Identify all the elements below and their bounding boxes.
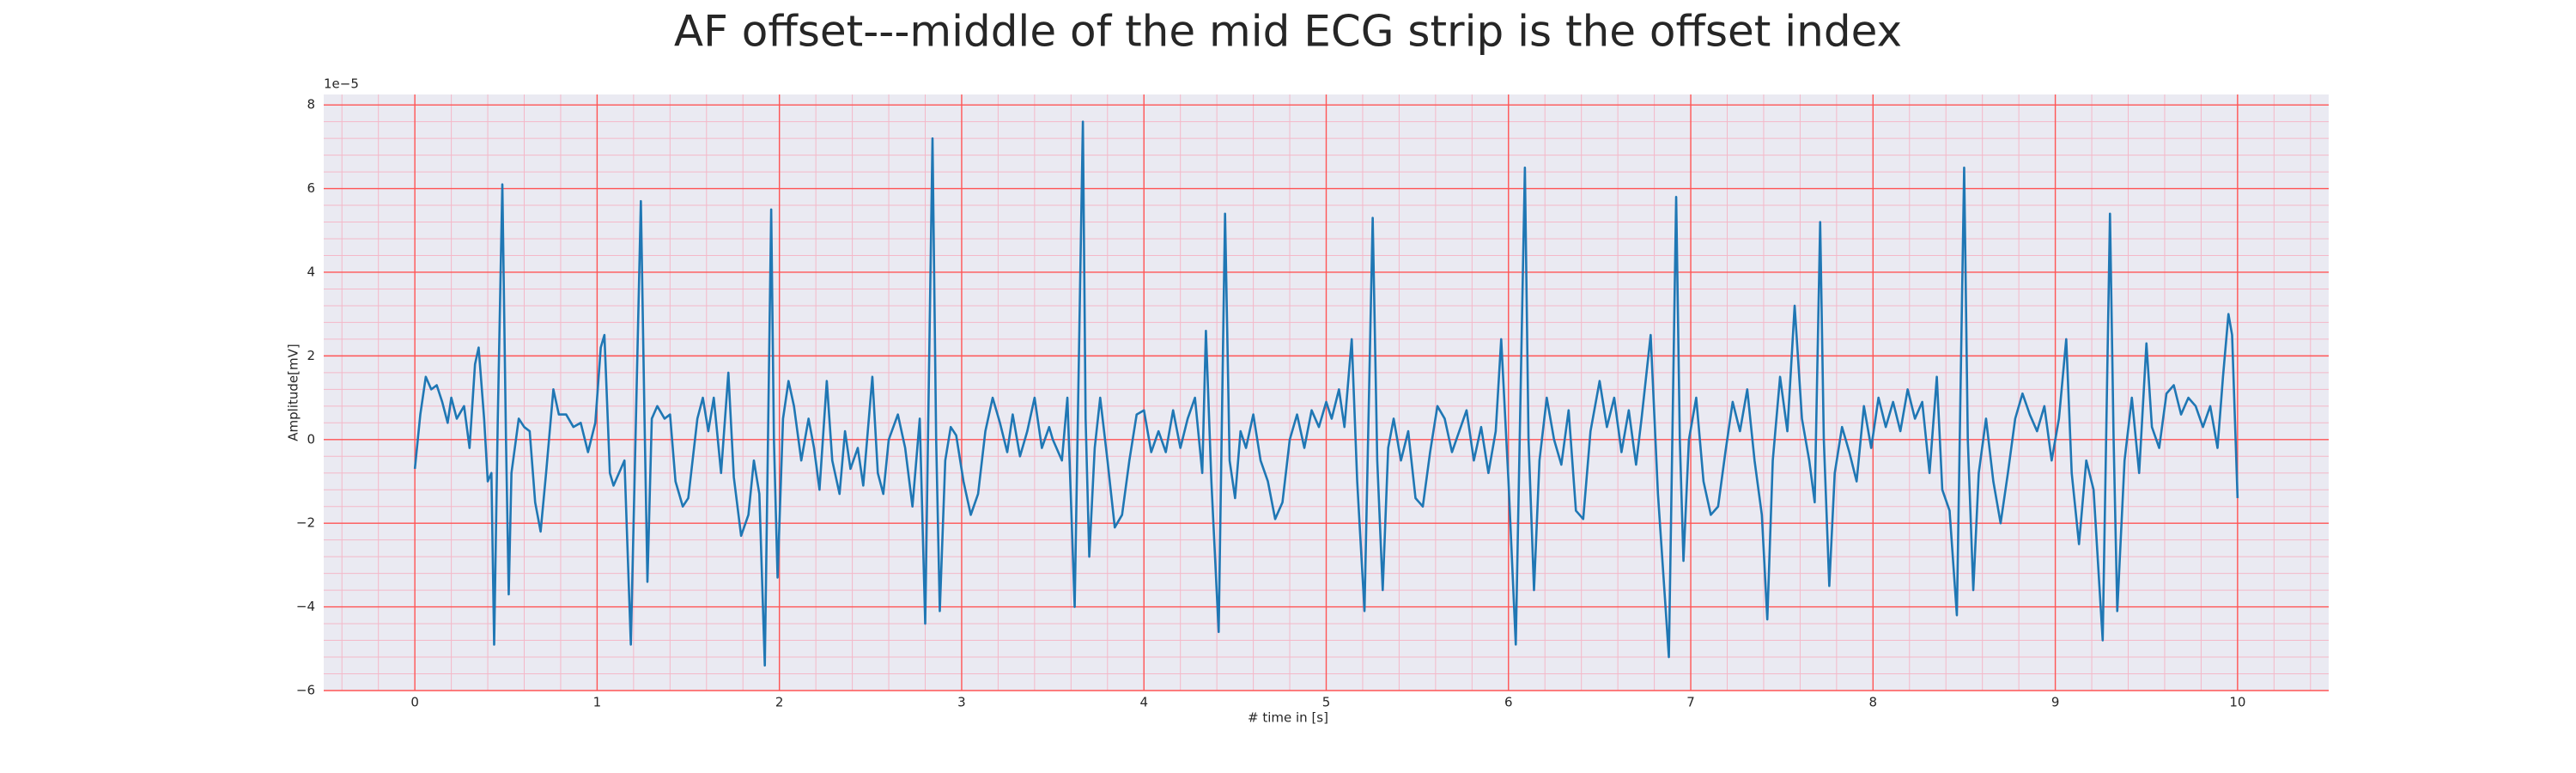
x-axis-label: # time in [s] [1248, 710, 1328, 726]
y-axis-label: Amplitude[mV] [286, 344, 301, 441]
y-tick-label: 6 [307, 180, 315, 196]
y-tick-label: 2 [307, 348, 315, 363]
ecg-line [413, 120, 2239, 667]
x-tick-label: 4 [1139, 695, 1148, 710]
x-tick-label: 7 [1686, 695, 1695, 710]
x-tick-label: 1 [593, 695, 602, 710]
x-tick-label: 2 [775, 695, 784, 710]
x-tick-label: 9 [2051, 695, 2060, 710]
x-tick-label: 5 [1322, 695, 1331, 710]
chart-title: AF offset---middle of the mid ECG strip … [674, 7, 1902, 57]
y-tick-label: −4 [296, 599, 315, 614]
y-tick-label: −2 [296, 515, 315, 531]
y-offset-label: 1e−5 [324, 76, 359, 92]
x-tick-label: 3 [957, 695, 966, 710]
y-tick-label: 8 [307, 97, 315, 113]
y-tick-label: 4 [307, 264, 315, 279]
y-tick-label: 0 [307, 431, 315, 447]
x-tick-label: 6 [1504, 695, 1513, 710]
x-tick-label: 8 [1869, 695, 1878, 710]
x-tick-label: 0 [410, 695, 419, 710]
x-tick-label: 10 [2229, 695, 2245, 710]
y-tick-label: −6 [296, 683, 315, 698]
